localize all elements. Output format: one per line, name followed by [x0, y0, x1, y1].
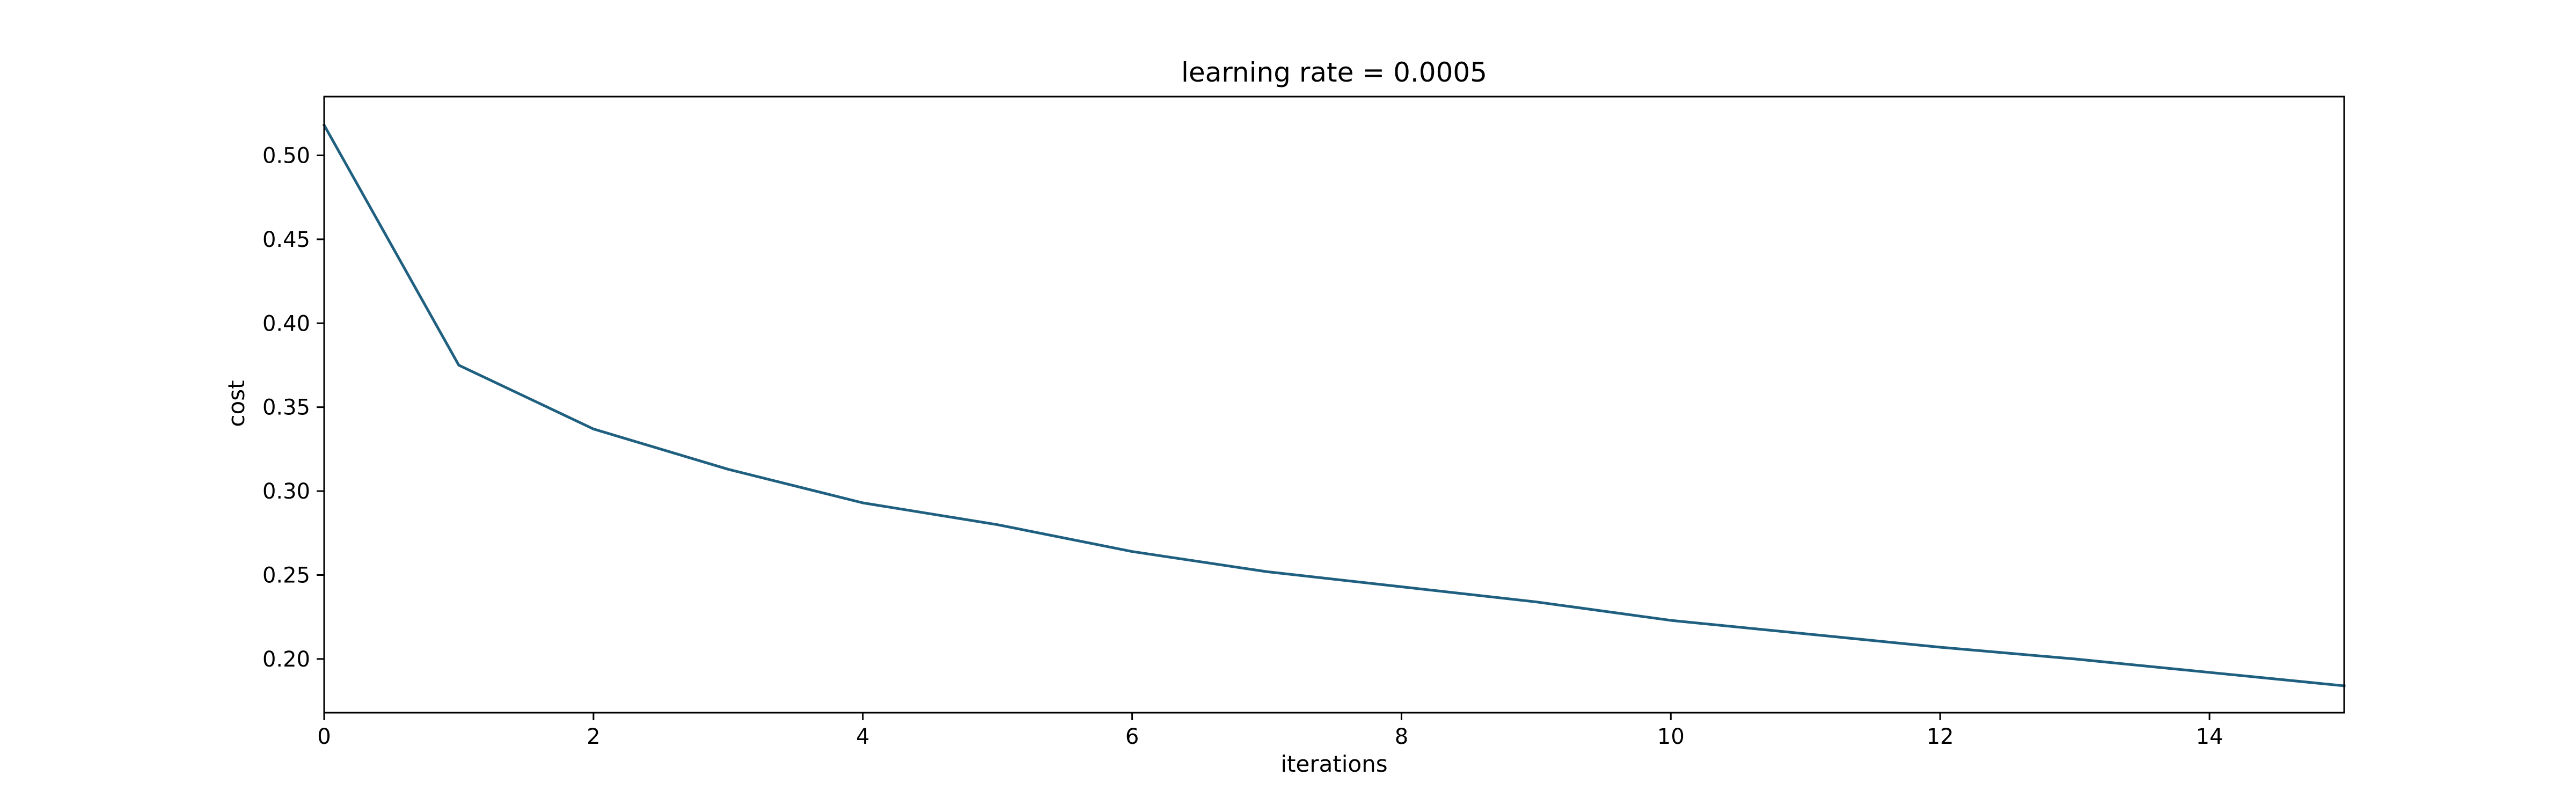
x-tick-label: 2: [587, 724, 600, 749]
x-tick-label: 4: [856, 724, 869, 749]
x-axis-ticks: 0 2 4 6 8 10 12 14: [317, 713, 2223, 749]
y-tick-label: 0.30: [262, 479, 310, 504]
plot-area: [322, 96, 2346, 714]
x-tick-label: 10: [1657, 724, 1685, 749]
x-tick-label: 14: [2196, 724, 2223, 749]
x-tick-label: 0: [317, 724, 331, 749]
x-axis-title: iterations: [1280, 751, 1387, 777]
y-tick-label: 0.35: [262, 396, 310, 420]
x-tick-label: 12: [1927, 724, 1954, 749]
series-line-0: [322, 123, 2346, 687]
y-tick-label: 0.40: [262, 311, 310, 336]
y-tick-label: 0.25: [262, 563, 310, 588]
y-axis-title: cost: [223, 380, 250, 427]
y-tick-label: 0.20: [262, 647, 310, 672]
y-tick-label: 0.45: [262, 228, 310, 252]
axes-frame: [323, 96, 2345, 714]
x-tick-label: 8: [1395, 724, 1408, 749]
chart-title: learning rate = 0.0005: [1181, 57, 1487, 88]
y-tick-label: 0.50: [262, 143, 310, 168]
y-axis-ticks: 0.20 0.25 0.30 0.35 0.40 0.45 0.50: [262, 143, 324, 672]
x-tick-label: 6: [1125, 724, 1139, 749]
